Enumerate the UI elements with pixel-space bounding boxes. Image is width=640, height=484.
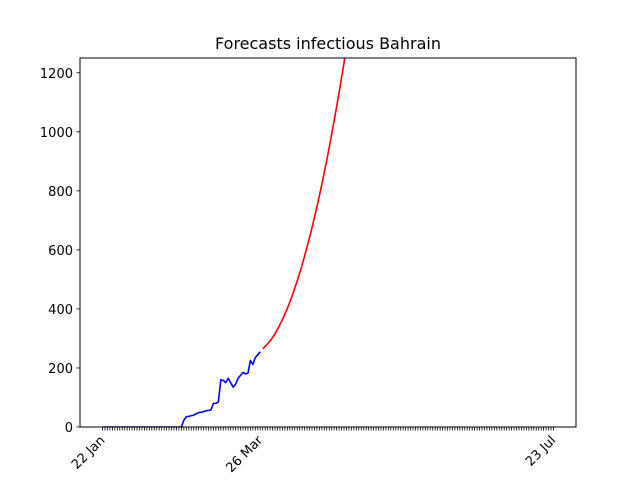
y-tick-label: 0: [65, 421, 73, 436]
axes-frame: [79, 57, 577, 428]
y-tick-label: 200: [48, 362, 73, 377]
series-line: [262, 58, 346, 350]
y-tick-label: 800: [48, 185, 73, 200]
y-tick-label: 1000: [40, 126, 73, 141]
y-tick-label: 600: [48, 244, 73, 259]
chart-title: Forecasts infectious Bahrain: [215, 34, 441, 53]
y-tick-label: 400: [48, 303, 73, 318]
plot-area: [102, 58, 346, 427]
y-tick-label: 1200: [40, 67, 73, 82]
series-line: [102, 351, 261, 427]
